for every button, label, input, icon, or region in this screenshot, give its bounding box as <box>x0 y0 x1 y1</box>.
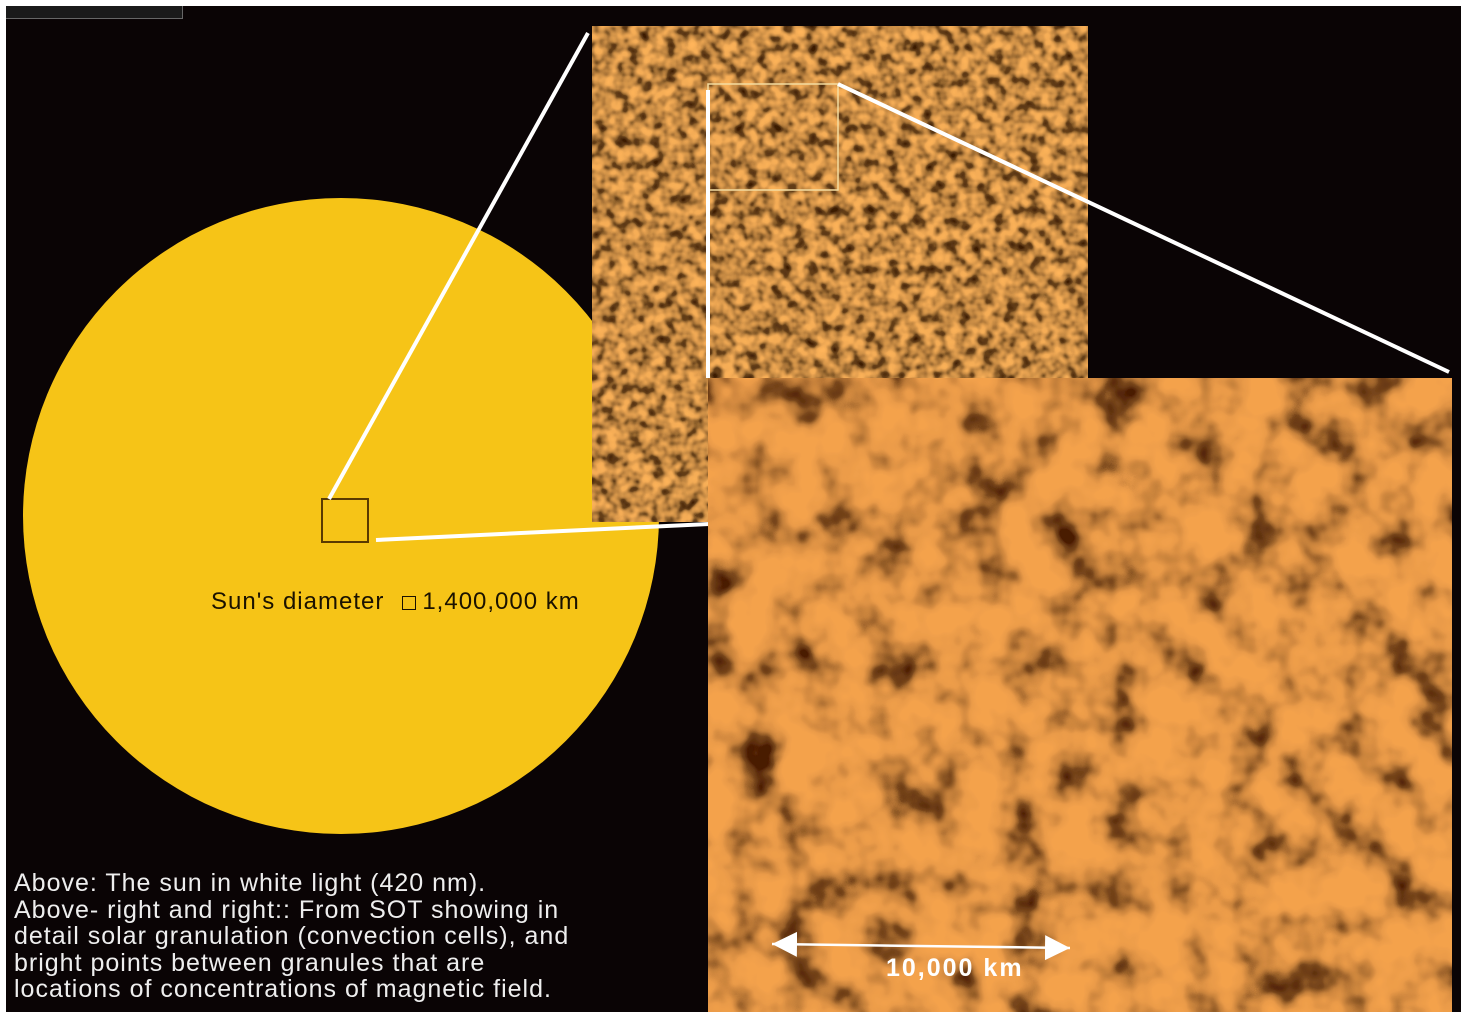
approx-box-icon <box>402 595 417 610</box>
sun-diameter-text: Sun's diameter <box>211 588 385 615</box>
caption-line: Above- right and right:: From SOT showin… <box>14 895 560 924</box>
composite-figure <box>23 26 1452 1012</box>
caption-line: Above: The sun in white light (420 nm). <box>14 869 487 897</box>
figure-frame: Sun's diameter 1,400,000 km 10,000 km Abo… <box>6 6 1461 1012</box>
caption: Above: The sun in white light (420 nm). … <box>14 870 694 1003</box>
scale-arrow <box>771 931 1071 961</box>
connector-line <box>327 32 590 500</box>
scale-label: 10,000 km <box>886 954 1024 982</box>
sun-diameter-label: Sun's diameter 1,400,000 km <box>211 588 580 616</box>
sun-disk <box>23 198 659 834</box>
granulation-texture <box>708 378 1452 1012</box>
connector-line <box>375 522 710 542</box>
sun-region-box <box>321 498 369 543</box>
caption-line: bright points between granules that are <box>14 948 486 977</box>
sun-diameter-value: 1,400,000 km <box>422 588 580 615</box>
connector-line <box>837 82 1450 374</box>
window-edge <box>6 6 183 19</box>
caption-line: detail solar granulation (convection cel… <box>14 922 570 950</box>
caption-line: locations of concentrations of magnetic … <box>14 975 552 1003</box>
